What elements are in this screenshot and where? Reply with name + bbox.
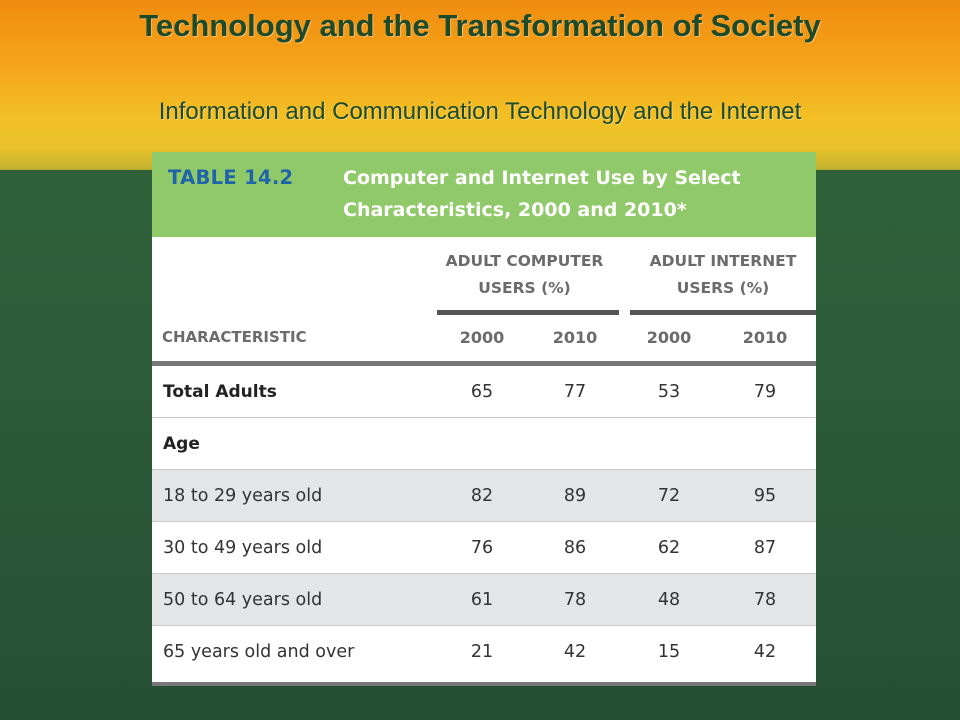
column-header-computer-2010: 2010 [552, 328, 598, 347]
row-label: Total Adults [163, 382, 277, 402]
table-row: 30 to 49 years old 76 86 62 87 [152, 522, 816, 574]
group-underline-internet [630, 310, 816, 315]
group-underline-computer [437, 310, 619, 315]
row-label: Age [163, 434, 200, 454]
table-cell: 48 [657, 590, 681, 610]
table-cell: 79 [753, 382, 777, 402]
row-label: 18 to 29 years old [163, 486, 323, 506]
table-row: Total Adults 65 77 53 79 [152, 366, 816, 418]
table-cell: 78 [563, 590, 587, 610]
table-cell: 42 [563, 642, 587, 662]
row-label: 50 to 64 years old [163, 590, 323, 610]
table-cell: 76 [470, 538, 494, 558]
table-cell: 15 [657, 642, 681, 662]
column-header-internet-2010: 2010 [742, 328, 788, 347]
table-caption: Computer and Internet Use by Select Char… [343, 167, 741, 221]
column-header-internet-2000: 2000 [646, 328, 692, 347]
group-header-internet: ADULT INTERNET USERS (%) [649, 252, 797, 297]
row-label: 30 to 49 years old [163, 538, 323, 558]
row-label: 65 years old and over [163, 642, 355, 662]
table-cell: 87 [753, 538, 777, 558]
table-cell: 42 [753, 642, 777, 662]
header-rule [152, 361, 816, 366]
table-row: 50 to 64 years old 61 78 48 78 [152, 574, 816, 626]
table-row: 65 years old and over 21 42 15 42 [152, 626, 816, 678]
table-cell: 78 [753, 590, 777, 610]
table-cell: 53 [657, 382, 681, 402]
table-row: Age [152, 418, 816, 470]
column-header-characteristic: CHARACTERISTIC [162, 328, 307, 346]
table-cell: 86 [563, 538, 587, 558]
slide-subtitle: Information and Communication Technology… [158, 98, 802, 125]
data-table: TABLE 14.2 Computer and Internet Use by … [152, 152, 816, 686]
table-header-band: TABLE 14.2 Computer and Internet Use by … [152, 152, 816, 237]
table-number: TABLE 14.2 [168, 166, 294, 189]
table-cell: 21 [470, 642, 494, 662]
table-cell: 61 [470, 590, 494, 610]
table-row: 18 to 29 years old 82 89 72 95 [152, 470, 816, 522]
column-header-computer-2000: 2000 [459, 328, 505, 347]
table-cell: 72 [657, 486, 681, 506]
slide-title: Technology and the Transformation of Soc… [139, 8, 821, 43]
table-cell: 65 [470, 382, 494, 402]
table-cell: 95 [753, 486, 777, 506]
bottom-rule [152, 682, 816, 686]
table-cell: 62 [657, 538, 681, 558]
group-header-computer: ADULT COMPUTER USERS (%) [445, 252, 604, 297]
table-cell: 82 [470, 486, 494, 506]
table-cell: 77 [563, 382, 587, 402]
table-cell: 89 [563, 486, 587, 506]
